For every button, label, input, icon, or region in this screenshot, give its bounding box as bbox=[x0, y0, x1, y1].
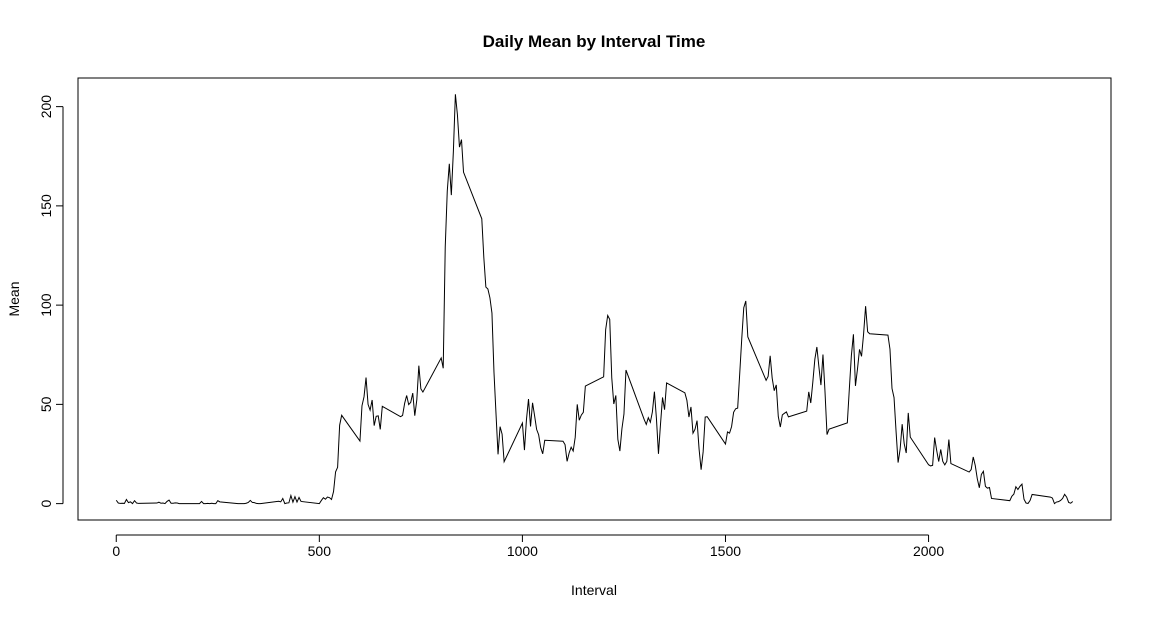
x-tick-label: 2000 bbox=[913, 543, 944, 559]
y-tick-label: 200 bbox=[38, 95, 54, 119]
y-tick-label: 0 bbox=[38, 500, 54, 508]
x-tick-label: 1500 bbox=[710, 543, 741, 559]
y-tick-label: 150 bbox=[38, 194, 54, 218]
x-axis-label: Interval bbox=[571, 582, 617, 598]
x-tick-label: 0 bbox=[112, 543, 120, 559]
y-tick-label: 100 bbox=[38, 293, 54, 317]
y-tick-label: 50 bbox=[38, 396, 54, 412]
x-tick-label: 500 bbox=[308, 543, 332, 559]
x-tick-label: 1000 bbox=[507, 543, 538, 559]
y-axis-label: Mean bbox=[6, 281, 22, 316]
plot-box bbox=[77, 77, 1112, 521]
chart-title: Daily Mean by Interval Time bbox=[483, 32, 706, 51]
data-line bbox=[115, 94, 1074, 505]
